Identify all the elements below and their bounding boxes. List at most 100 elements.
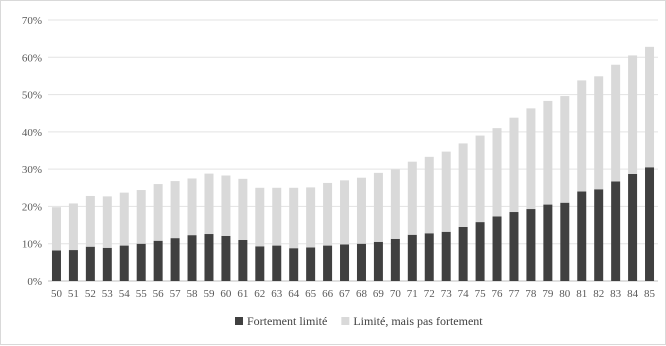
x-tick-label: 57 <box>170 288 182 300</box>
x-tick-label: 56 <box>153 288 165 300</box>
x-tick-label: 59 <box>203 288 215 300</box>
bar-fortement-limite <box>170 238 180 281</box>
x-tick-label: 75 <box>475 288 487 300</box>
x-tick-label: 74 <box>458 288 470 300</box>
x-tick-label: 60 <box>220 288 232 300</box>
x-tick-label: 73 <box>441 288 453 300</box>
bar-limite-pas-fortement <box>340 180 350 245</box>
bar-fortement-limite <box>441 231 451 281</box>
x-tick-label: 63 <box>271 288 283 300</box>
x-tick-label: 82 <box>593 288 604 300</box>
x-tick-label: 66 <box>322 288 334 300</box>
bar-fortement-limite <box>136 243 146 281</box>
bar-limite-pas-fortement <box>594 76 604 190</box>
bar-limite-pas-fortement <box>526 108 536 210</box>
bar-fortement-limite <box>119 245 129 281</box>
bar-limite-pas-fortement <box>611 64 621 182</box>
bar-fortement-limite <box>221 235 231 281</box>
y-tick-label: 40% <box>22 127 42 139</box>
bar-fortement-limite <box>272 245 282 281</box>
x-tick-label: 62 <box>254 288 265 300</box>
legend-swatch <box>235 317 243 325</box>
bar-limite-pas-fortement <box>407 161 417 235</box>
x-tick-label: 61 <box>237 288 248 300</box>
x-tick-label: 53 <box>102 288 114 300</box>
x-tick-label: 85 <box>644 288 656 300</box>
x-tick-label: 78 <box>525 288 537 300</box>
bar-fortement-limite <box>577 191 587 281</box>
bar-limite-pas-fortement <box>373 172 383 242</box>
bar-fortement-limite <box>594 189 604 281</box>
bar-limite-pas-fortement <box>645 46 655 168</box>
legend-label: Fortement limité <box>247 314 327 328</box>
bar-limite-pas-fortement <box>492 128 502 217</box>
bar-fortement-limite <box>340 244 350 281</box>
bar-fortement-limite <box>424 233 434 281</box>
legend-swatch <box>341 317 350 325</box>
bar-limite-pas-fortement <box>441 151 451 232</box>
x-tick-label: 55 <box>136 288 148 300</box>
bar-limite-pas-fortement <box>424 156 434 234</box>
x-tick-label: 67 <box>339 288 351 300</box>
bar-limite-pas-fortement <box>119 192 129 246</box>
bar-fortement-limite <box>255 246 265 281</box>
bar-limite-pas-fortement <box>153 184 163 241</box>
bar-limite-pas-fortement <box>102 196 112 248</box>
bar-fortement-limite <box>187 235 197 281</box>
x-tick-label: 76 <box>492 288 504 300</box>
bar-limite-pas-fortement <box>289 187 299 249</box>
legend-label: Limité, mais pas fortement <box>353 314 483 328</box>
x-tick-label: 52 <box>85 288 96 300</box>
bar-limite-pas-fortement <box>458 143 468 227</box>
bar-fortement-limite <box>204 234 214 281</box>
bar-limite-pas-fortement <box>170 181 180 239</box>
y-tick-label: 70% <box>22 15 42 27</box>
bar-limite-pas-fortement <box>577 80 587 192</box>
bar-fortement-limite <box>102 247 112 281</box>
x-tick-label: 68 <box>356 288 368 300</box>
bar-fortement-limite <box>458 226 468 281</box>
bar-limite-pas-fortement <box>560 96 570 203</box>
x-tick-label: 71 <box>407 288 418 300</box>
bar-limite-pas-fortement <box>136 190 146 244</box>
bar-limite-pas-fortement <box>356 177 366 244</box>
y-tick-label: 60% <box>22 52 42 64</box>
bar-fortement-limite <box>492 216 502 281</box>
bar-fortement-limite <box>289 248 299 281</box>
bar-limite-pas-fortement <box>543 100 553 205</box>
x-tick-label: 54 <box>119 288 131 300</box>
bar-fortement-limite <box>628 173 638 281</box>
bar-fortement-limite <box>356 243 366 281</box>
bar-limite-pas-fortement <box>509 117 519 213</box>
bar-limite-pas-fortement <box>475 135 485 223</box>
bar-fortement-limite <box>51 250 61 281</box>
bar-fortement-limite <box>390 238 400 281</box>
x-tick-label: 51 <box>68 288 79 300</box>
y-tick-label: 20% <box>22 201 42 213</box>
x-tick-label: 80 <box>559 288 571 300</box>
bar-fortement-limite <box>645 167 655 281</box>
bar-fortement-limite <box>323 245 333 281</box>
y-tick-label: 0% <box>27 276 42 288</box>
y-tick-label: 50% <box>22 90 42 102</box>
bar-fortement-limite <box>85 246 95 281</box>
y-tick-label: 30% <box>22 164 42 176</box>
x-tick-label: 69 <box>373 288 385 300</box>
bar-limite-pas-fortement <box>323 182 333 246</box>
bar-limite-pas-fortement <box>255 187 265 247</box>
bar-fortement-limite <box>373 241 383 281</box>
x-tick-label: 79 <box>542 288 554 300</box>
bar-fortement-limite <box>306 247 316 281</box>
bar-limite-pas-fortement <box>272 187 282 246</box>
bar-fortement-limite <box>238 239 248 281</box>
bar-fortement-limite <box>526 209 536 281</box>
bar-limite-pas-fortement <box>306 187 316 248</box>
bar-fortement-limite <box>560 202 570 281</box>
bar-limite-pas-fortement <box>187 178 197 236</box>
bar-fortement-limite <box>153 240 163 281</box>
bar-limite-pas-fortement <box>628 55 638 174</box>
bar-fortement-limite <box>509 212 519 281</box>
bar-fortement-limite <box>611 181 621 281</box>
bar-limite-pas-fortement <box>85 195 95 247</box>
